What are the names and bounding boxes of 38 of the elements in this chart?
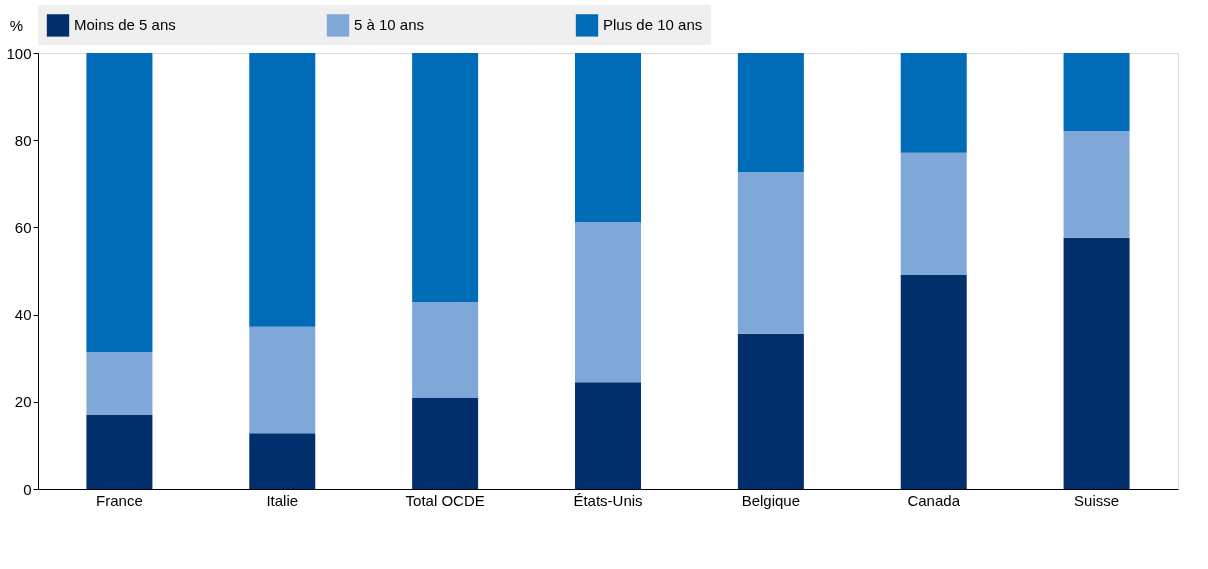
bar — [86, 414, 153, 489]
x-tick-label: Canada — [907, 491, 961, 509]
y-tick-label: 100 — [6, 44, 32, 62]
bar — [249, 53, 316, 327]
bar — [575, 53, 641, 223]
bar — [412, 53, 479, 302]
bar — [412, 397, 479, 489]
bar — [737, 172, 804, 334]
legend-label: 5 à 10 ans — [354, 16, 425, 34]
y-tick-label: 40 — [14, 306, 32, 324]
bar — [86, 53, 153, 353]
bar — [1063, 53, 1130, 132]
y-tick-label: 80 — [14, 131, 32, 149]
legend-label: Moins de 5 ans — [74, 16, 176, 34]
bar — [412, 301, 479, 398]
bar — [575, 382, 641, 489]
x-tick-label: États-Unis — [573, 491, 643, 509]
bar — [737, 53, 804, 173]
bar — [1063, 237, 1130, 489]
y-axis-title: % — [9, 16, 24, 34]
bar — [86, 352, 153, 415]
bar — [249, 326, 316, 434]
y-tick-label: 0 — [23, 480, 32, 498]
bar — [249, 433, 316, 489]
x-tick-label: France — [96, 491, 143, 509]
bar — [900, 274, 967, 489]
bar — [900, 53, 967, 153]
x-tick-label: Belgique — [741, 491, 801, 509]
bar — [1063, 131, 1130, 238]
x-tick-label: Total OCDE — [405, 491, 485, 509]
y-tick-label: 20 — [14, 393, 32, 411]
bar — [737, 333, 804, 489]
y-tick-label: 60 — [14, 218, 32, 236]
bar — [575, 222, 641, 383]
x-tick-label: Italie — [266, 491, 299, 509]
bar — [900, 152, 967, 275]
x-tick-label: Suisse — [1074, 491, 1120, 509]
legend-label: Plus de 10 ans — [603, 16, 703, 34]
